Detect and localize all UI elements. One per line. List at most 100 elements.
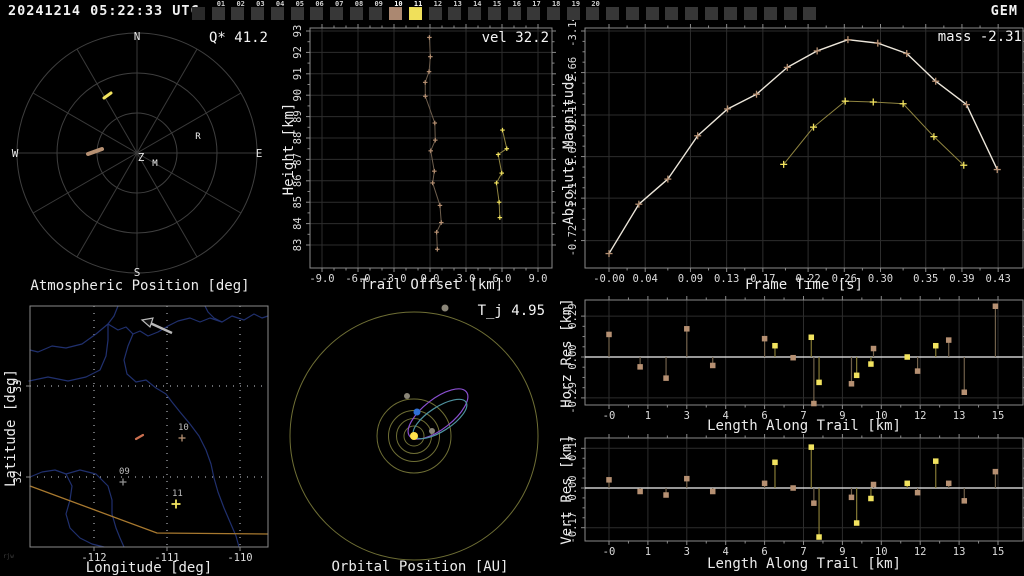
frame-box-15[interactable]	[487, 7, 501, 20]
frame-box-05[interactable]	[290, 7, 304, 20]
svg-text:-0.72: -0.72	[567, 225, 579, 257]
frame-box-11[interactable]	[408, 7, 422, 20]
svg-text:10: 10	[178, 423, 189, 433]
svg-text:M: M	[152, 159, 158, 169]
frame-box-label: 18	[551, 0, 561, 8]
svg-text:-6.0: -6.0	[345, 273, 370, 285]
frame-box-label: 01	[216, 0, 226, 8]
svg-text:4: 4	[723, 546, 729, 558]
residual-point	[637, 488, 643, 495]
svg-text:12: 12	[914, 546, 927, 558]
svg-text:1: 1	[645, 546, 651, 558]
qstar-title: Q* 41.2	[208, 30, 268, 46]
svg-text:88: 88	[292, 132, 304, 145]
frame-box-label: 11	[413, 0, 423, 8]
series-lightcurve-station-10	[605, 36, 1001, 258]
frame-box-label: 20	[591, 0, 600, 8]
svg-text:13: 13	[953, 410, 966, 422]
panel-atmospheric-position: N E S W Z R M	[12, 30, 263, 279]
residual-point	[709, 488, 716, 495]
svg-text:0.22: 0.22	[795, 273, 820, 285]
residual-point	[933, 342, 939, 349]
svg-text:6: 6	[761, 546, 767, 558]
frame-box-10[interactable]	[389, 7, 403, 20]
svg-text:7: 7	[800, 410, 806, 422]
frame-box-label: 10	[394, 0, 403, 8]
svg-text:90: 90	[292, 89, 304, 102]
residual-point	[961, 389, 968, 395]
residual-point	[992, 303, 999, 309]
residual-point	[868, 495, 874, 502]
frame-box-04[interactable]	[270, 7, 284, 20]
residual-point	[816, 534, 822, 540]
horz-res-ylabel: Horz Res [km]	[559, 298, 575, 408]
frame-box-02[interactable]	[231, 7, 245, 20]
residual-point	[663, 492, 669, 498]
residual-point	[790, 485, 796, 491]
svg-text:11: 11	[172, 489, 183, 499]
planet-jupiter	[441, 304, 449, 312]
frame-box-08[interactable]	[349, 7, 363, 20]
frame-box[interactable]	[606, 7, 620, 20]
frame-box-label: 17	[532, 0, 541, 8]
residual-point	[709, 362, 716, 369]
svg-text:1: 1	[645, 410, 651, 422]
residual-point	[914, 368, 921, 374]
svg-text:9.0: 9.0	[529, 273, 548, 285]
frame-box[interactable]	[744, 7, 758, 20]
svg-text:0.17: 0.17	[750, 273, 775, 285]
frame-box-17[interactable]	[527, 7, 541, 20]
frame-box-12[interactable]	[428, 7, 442, 20]
svg-text:10: 10	[875, 410, 888, 422]
frame-box[interactable]	[704, 7, 718, 20]
residual-point	[637, 364, 643, 370]
frame-box-14[interactable]	[468, 7, 482, 20]
panel-trail-offset: -9.0 -6.0 -3.0 0.0 3.0 6.0 9.0 83 84 85 86 87 88 89 90…	[292, 24, 556, 285]
svg-text:13: 13	[953, 546, 966, 558]
frame-box[interactable]	[625, 7, 639, 20]
residual-point	[853, 520, 860, 526]
frame-box[interactable]	[783, 7, 797, 20]
residual-point	[663, 375, 669, 381]
frame-box-label: 03	[256, 0, 265, 8]
frame-box-03[interactable]	[251, 7, 265, 20]
svg-text:Z: Z	[138, 151, 145, 164]
sun-marker	[410, 432, 418, 440]
frame-box[interactable]	[192, 7, 205, 20]
svg-text:89: 89	[292, 110, 304, 123]
residual-point	[945, 337, 952, 343]
residual-point	[811, 500, 817, 506]
svg-text:0.00: 0.00	[567, 344, 579, 369]
frame-box-01[interactable]	[211, 7, 225, 20]
residual-point	[808, 444, 815, 450]
frame-box-19[interactable]	[566, 7, 580, 20]
frame-box-07[interactable]	[330, 7, 344, 20]
svg-text:33: 33	[12, 380, 24, 393]
frame-box-06[interactable]	[310, 7, 324, 20]
frame-box-16[interactable]	[507, 7, 521, 20]
svg-text:7: 7	[800, 546, 806, 558]
map-station-09: 09	[119, 467, 130, 486]
svg-text:-3.0: -3.0	[381, 273, 406, 285]
series-lightcurve-station-11	[780, 97, 968, 169]
frame-box-09[interactable]	[369, 7, 383, 20]
frame-box[interactable]	[763, 7, 777, 20]
frame-box[interactable]	[803, 7, 817, 20]
frame-box-20[interactable]	[586, 7, 600, 20]
planet-earth	[413, 408, 421, 416]
svg-text:84: 84	[292, 217, 304, 230]
svg-text:6: 6	[761, 410, 767, 422]
frame-box[interactable]	[724, 7, 738, 20]
residual-point	[684, 326, 690, 332]
svg-text:32: 32	[12, 471, 24, 484]
svg-text:0.17: 0.17	[567, 436, 579, 461]
residual-point	[870, 345, 877, 352]
frame-box-label: 06	[315, 0, 324, 8]
frame-box[interactable]	[645, 7, 659, 20]
frame-box-18[interactable]	[546, 7, 560, 20]
map-xlabel: Longitude [deg]	[85, 560, 213, 576]
frame-box[interactable]	[665, 7, 679, 20]
frame-box-13[interactable]	[448, 7, 462, 20]
residual-point	[772, 459, 778, 466]
frame-box[interactable]	[685, 7, 698, 20]
